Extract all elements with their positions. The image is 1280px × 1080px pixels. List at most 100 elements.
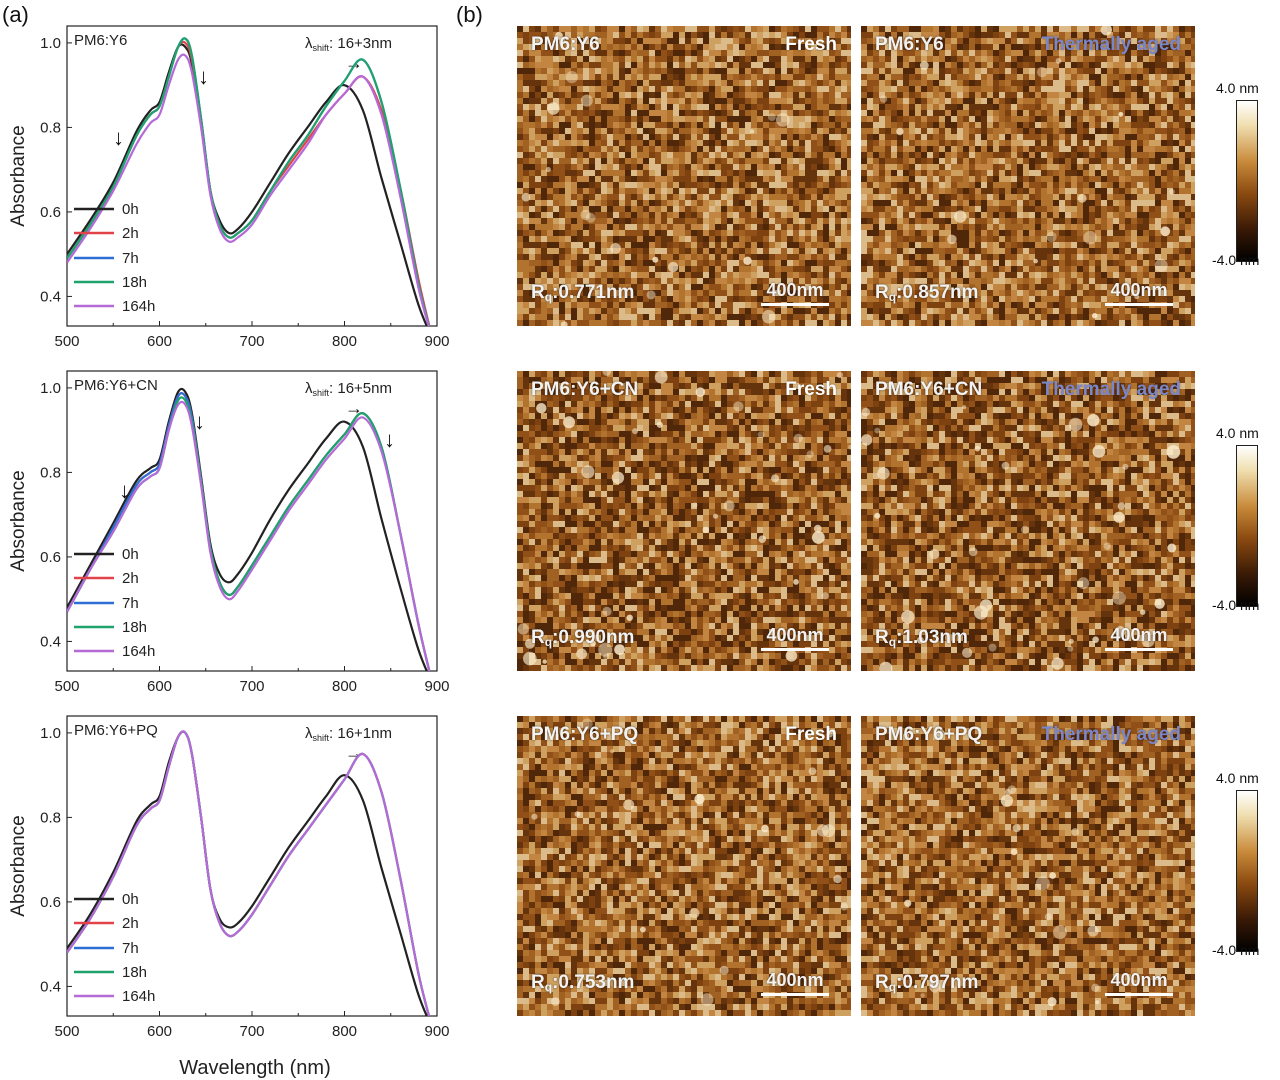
afm-pixel: [1047, 116, 1053, 122]
afm-pixel: [1017, 56, 1023, 62]
afm-pixel: [1161, 128, 1167, 134]
afm-pixel: [1011, 152, 1017, 158]
afm-pixel: [739, 158, 745, 164]
afm-pixel: [999, 128, 1005, 134]
afm-pixel: [963, 140, 969, 146]
afm-pixel: [1131, 110, 1137, 116]
afm-pixel: [805, 32, 811, 38]
afm-pixel: [529, 26, 535, 32]
afm-pixel: [529, 80, 535, 86]
afm-pixel: [861, 200, 867, 206]
afm-pixel: [607, 182, 613, 188]
afm-pixel: [1179, 158, 1185, 164]
afm-pixel: [763, 110, 769, 116]
afm-pixel: [547, 302, 553, 308]
afm-pixel: [637, 206, 643, 212]
afm-pixel: [661, 242, 667, 248]
afm-pixel: [739, 80, 745, 86]
afm-pixel: [535, 50, 541, 56]
afm-pixel: [715, 134, 721, 140]
afm-pixel: [727, 182, 733, 188]
afm-pixel: [643, 248, 649, 254]
afm-pixel: [1029, 74, 1035, 80]
afm-pixel: [963, 134, 969, 140]
afm-pixel: [781, 236, 787, 242]
afm-pixel: [745, 104, 751, 110]
afm-pixel: [673, 92, 679, 98]
afm-pixel: [553, 122, 559, 128]
afm-pixel: [787, 50, 793, 56]
afm-pixel: [1035, 116, 1041, 122]
afm-pixel: [703, 74, 709, 80]
afm-pixel: [793, 164, 799, 170]
afm-pixel: [1059, 26, 1065, 32]
afm-pixel: [1107, 230, 1113, 236]
afm-pixel: [547, 278, 553, 284]
afm-pixel: [577, 224, 583, 230]
afm-pixel: [595, 110, 601, 116]
afm-pixel: [939, 218, 945, 224]
afm-pixel: [885, 134, 891, 140]
afm-pixel: [787, 158, 793, 164]
afm-pixel: [847, 224, 851, 230]
afm-pixel: [1107, 80, 1113, 86]
afm-pixel: [873, 80, 879, 86]
afm-pixel: [697, 242, 703, 248]
afm-pixel: [817, 38, 823, 44]
afm-pixel: [631, 308, 637, 314]
afm-pixel: [763, 182, 769, 188]
afm-pixel: [1089, 44, 1095, 50]
afm-pixel: [1089, 194, 1095, 200]
afm-pixel: [1047, 146, 1053, 152]
afm-pixel: [823, 308, 829, 314]
afm-pixel: [649, 56, 655, 62]
afm-pixel: [811, 212, 817, 218]
afm-pixel: [817, 314, 823, 320]
afm-pixel: [1119, 92, 1125, 98]
afm-pixel: [873, 146, 879, 152]
afm-pixel: [897, 152, 903, 158]
afm-pixel: [691, 188, 697, 194]
afm-pixel: [921, 68, 927, 74]
afm-pixel: [583, 62, 589, 68]
afm-pixel: [981, 200, 987, 206]
afm-pixel: [679, 206, 685, 212]
afm-pixel: [897, 26, 903, 32]
afm-pixel: [823, 122, 829, 128]
afm-pixel: [745, 140, 751, 146]
afm-pixel: [775, 212, 781, 218]
afm-pixel: [535, 314, 541, 320]
afm-pixel: [541, 26, 547, 32]
afm-pixel: [709, 230, 715, 236]
afm-pixel: [1125, 110, 1131, 116]
afm-pixel: [1143, 176, 1149, 182]
afm-pixel: [1017, 32, 1023, 38]
afm-pixel: [517, 194, 523, 200]
afm-pixel: [655, 56, 661, 62]
afm-pixel: [709, 68, 715, 74]
afm-pixel: [1107, 38, 1113, 44]
afm-pixel: [885, 92, 891, 98]
afm-pixel: [649, 158, 655, 164]
afm-pixel: [775, 194, 781, 200]
afm-pixel: [523, 128, 529, 134]
afm-pixel: [1167, 74, 1173, 80]
afm-pixel: [583, 26, 589, 32]
afm-pixel: [847, 164, 851, 170]
afm-pixel: [529, 248, 535, 254]
afm-pixel: [1095, 170, 1101, 176]
afm-pixel: [1179, 152, 1185, 158]
afm-pixel: [625, 86, 631, 92]
afm-pixel: [667, 158, 673, 164]
afm-pixel: [1107, 68, 1113, 74]
afm-pixel: [655, 200, 661, 206]
afm-pixel: [793, 38, 799, 44]
afm-pixel: [885, 56, 891, 62]
series-group: [67, 730, 431, 1016]
afm-pixel: [775, 92, 781, 98]
afm-pixel: [987, 206, 993, 212]
afm-pixel: [751, 62, 757, 68]
afm-grain: [646, 290, 656, 300]
afm-pixel: [1155, 128, 1161, 134]
afm-pixel: [1089, 122, 1095, 128]
